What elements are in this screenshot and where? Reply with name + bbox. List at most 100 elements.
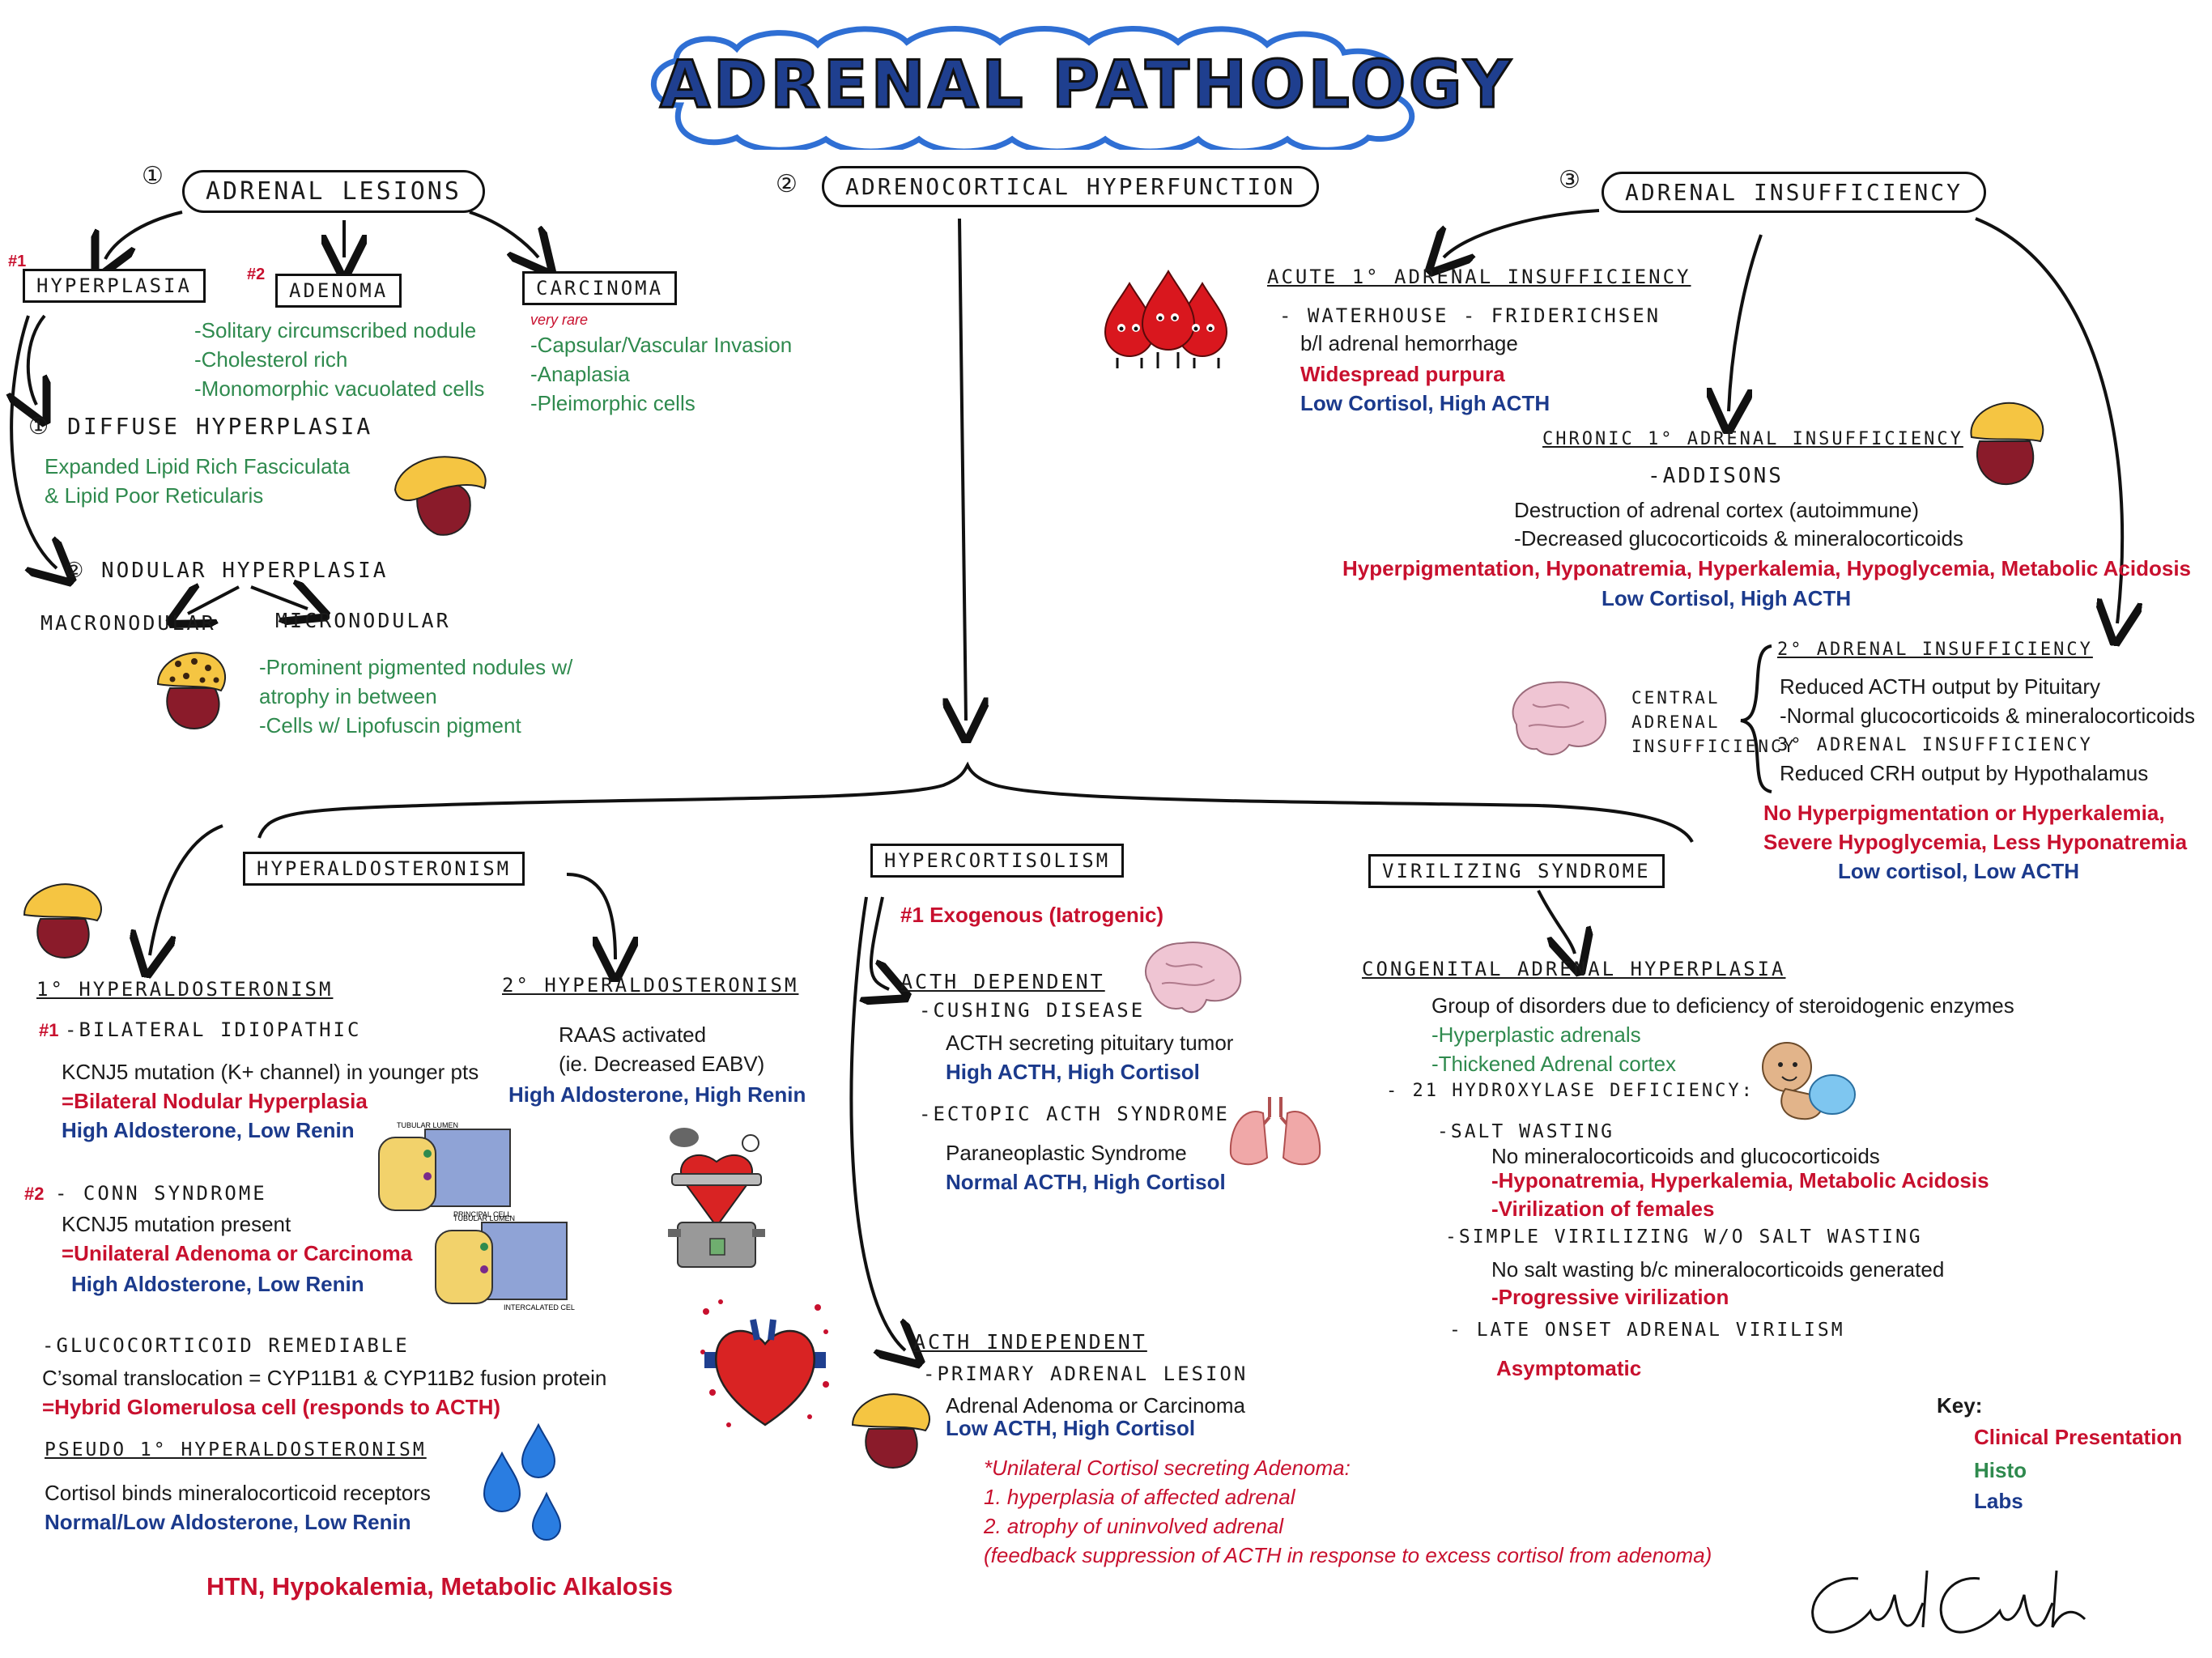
salt-wasting-label: -SALT WASTING	[1437, 1121, 1615, 1142]
principal-cell-label: PRINCIPAL CELL	[453, 1210, 512, 1218]
salt-text-3: -Virilization of females	[1491, 1197, 1715, 1221]
section2-number: ②	[776, 171, 798, 198]
bilateral-text-3: High Aldosterone, Low Renin	[62, 1118, 355, 1142]
ectopic-acth-label: -ECTOPIC ACTH SYNDROME	[919, 1103, 1230, 1125]
bilateral-tag: #1	[39, 1020, 59, 1040]
micronodular-label: MICRONODULAR	[275, 609, 451, 632]
adenoma-note-1: *Unilateral Cortisol secreting Adenoma:	[984, 1456, 1351, 1480]
section2-heading: ADRENOCORTICAL HYPERFUNCTION	[822, 166, 1320, 207]
nodular-histo-3: -Cells w/ Lipofuscin pigment	[259, 713, 521, 738]
nodular-hyperplasia-label: ② NODULAR HYPERPLASIA	[65, 559, 389, 583]
central-label-3: INSUFFICIENCY	[1631, 737, 1797, 756]
secondary-insuff-text-2: -Normal glucocorticoids & mineralocortic…	[1780, 704, 2195, 728]
adenoma-box: ADENOMA	[275, 274, 402, 308]
simple-virilizing-label: -SIMPLE VIRILIZING W/O SALT WASTING	[1445, 1226, 1923, 1248]
secondary-hyperaldo-label: 2° HYPERALDOSTERONISM	[502, 974, 799, 997]
title-cloud	[651, 26, 1415, 150]
adrenal-gland-icon-3	[851, 1393, 930, 1469]
macronodular-label: MACRONODULAR	[40, 611, 216, 635]
diffuse-histo-1: Expanded Lipid Rich Fasciculata	[45, 454, 351, 478]
adrenal-gland-icon-4	[1970, 402, 2044, 486]
cushing-text-2: High ACTH, High Cortisol	[946, 1060, 1200, 1084]
blood-drops-icon	[1104, 270, 1228, 368]
hypercortisolism-box: HYPERCORTISOLISM	[870, 844, 1125, 878]
baby-icon	[1762, 1042, 1856, 1120]
bilateral-text-2: =Bilateral Nodular Hyperplasia	[62, 1089, 368, 1113]
conn-text-3: High Aldosterone, Low Renin	[71, 1272, 364, 1296]
intercalated-cell-icon: TUBULAR LUMEN INTERCALATED CELL	[435, 1214, 575, 1312]
central-label-2: ADRENAL	[1631, 712, 1721, 732]
waterhouse-label: - WATERHOUSE - FRIDERICHSEN	[1279, 304, 1661, 327]
adenoma-tag: #2	[247, 266, 266, 283]
secondary-insuff-text-1: Reduced ACTH output by Pituitary	[1780, 674, 2100, 699]
ectopic-text-2: Normal ACTH, High Cortisol	[946, 1170, 1226, 1194]
carcinoma-histo-3: -Pleimorphic cells	[530, 391, 696, 415]
nodular-adrenal-icon	[156, 652, 226, 730]
tertiary-insufficiency-label: 3° ADRENAL INSUFFICIENCY	[1777, 735, 2093, 755]
adenoma-histo-1: -Solitary circumscribed nodule	[194, 318, 477, 342]
primary-adrenal-lesion-label: -PRIMARY ADRENAL LESION	[923, 1363, 1249, 1385]
chronic-text-1: Destruction of adrenal cortex (autoimmun…	[1514, 498, 1920, 522]
central-clinical-2: Severe Hypoglycemia, Less Hyponatremia	[1763, 830, 2188, 854]
primary-hyperaldo-label: 1° HYPERALDOSTERONISM	[36, 978, 334, 1001]
tertiary-insuff-text-1: Reduced CRH output by Hypothalamus	[1780, 761, 2149, 785]
cah-label: CONGENITAL ADRENAL HYPERPLASIA	[1362, 958, 1786, 980]
lungs-icon	[1229, 1097, 1321, 1166]
conn-text-1: KCNJ5 mutation present	[62, 1212, 291, 1236]
chronic-insufficiency-label: CHRONIC 1° ADRENAL INSUFFICIENCY	[1542, 429, 1963, 449]
diffuse-histo-2: & Lipid Poor Reticularis	[45, 483, 264, 508]
adrenal-gland-icon	[393, 456, 487, 536]
conn-text-2: =Unilateral Adenoma or Carcinoma	[62, 1241, 413, 1265]
tubular-lumen-label-1: TUBULAR LUMEN	[397, 1121, 458, 1129]
late-onset-text: Asymptomatic	[1496, 1356, 1642, 1380]
adrenal-gland-icon-2	[23, 883, 102, 959]
pseudo-text-1: Cortisol binds mineralocorticoid recepto…	[45, 1481, 431, 1505]
addisons-label: -ADDISONS	[1648, 464, 1784, 488]
section1-number: ①	[142, 163, 164, 189]
section3-number: ③	[1559, 167, 1580, 193]
intercalated-cell-label: INTERCALATED CELL	[504, 1303, 575, 1312]
adenoma-histo-3: -Monomorphic vacuolated cells	[194, 376, 485, 401]
conn-syndrome-label: - CONN SYNDROME	[55, 1182, 267, 1205]
section1-heading: ADRENAL LESIONS	[182, 170, 485, 213]
pal-text-1: Adrenal Adenoma or Carcinoma	[946, 1393, 1245, 1418]
water-drops-icon	[483, 1422, 562, 1541]
section3-heading: ADRENAL INSUFFICIENCY	[1602, 172, 1987, 213]
page-title: ADRENAL PATHOLOGY	[659, 46, 1514, 124]
secondary-text-3: High Aldosterone, High Renin	[508, 1082, 806, 1107]
simple-text-1: No salt wasting b/c mineralocorticoids g…	[1491, 1257, 1945, 1282]
adenoma-note-2: 1. hyperplasia of affected adrenal	[984, 1485, 1295, 1509]
acute-text-2: Widespread purpura	[1300, 362, 1505, 386]
hydroxylase-deficiency-label: - 21 HYDROXYLASE DEFICIENCY:	[1386, 1081, 1755, 1101]
sick-heart-icon	[700, 1299, 829, 1427]
cah-text-2: -Hyperplastic adrenals	[1431, 1022, 1641, 1047]
adenoma-note-4: (feedback suppression of ACTH in respons…	[984, 1543, 1712, 1567]
acute-text-1: b/l adrenal hemorrhage	[1300, 331, 1518, 355]
salt-text-1: No mineralocorticoids and glucocorticoid…	[1491, 1144, 1880, 1168]
acute-insufficiency-label: ACUTE 1° ADRENAL INSUFFICIENCY	[1267, 266, 1691, 288]
exogenous-text: #1 Exogenous (Iatrogenic)	[900, 903, 1164, 927]
nodular-histo-1: -Prominent pigmented nodules w/	[259, 655, 573, 679]
glucocorticoid-text-2: =Hybrid Glomerulosa cell (responds to AC…	[42, 1395, 501, 1419]
nodular-histo-2: atrophy in between	[259, 684, 437, 708]
hyperplasia-box: HYPERPLASIA	[23, 269, 206, 303]
pseudo-text-2: Normal/Low Aldosterone, Low Renin	[45, 1510, 411, 1534]
bilateral-text-1: KCNJ5 mutation (K+ channel) in younger p…	[62, 1060, 479, 1084]
hyperplasia-tag: #1	[8, 253, 27, 270]
bilateral-idiopathic-label: -BILATERAL IDIOPATHIC	[65, 1018, 362, 1041]
ectopic-text-1: Paraneoplastic Syndrome	[946, 1141, 1187, 1165]
virilizing-syndrome-box: VIRILIZING SYNDROME	[1368, 854, 1665, 888]
late-onset-label: - LATE ONSET ADRENAL VIRILISM	[1449, 1320, 1845, 1341]
cah-text-1: Group of disorders due to deficiency of …	[1431, 993, 2014, 1018]
brain-icon-2	[1512, 681, 1607, 755]
key-labs: Labs	[1974, 1489, 2023, 1513]
salt-text-2: -Hyponatremia, Hyperkalemia, Metabolic A…	[1491, 1168, 1989, 1192]
signature-icon	[1811, 1570, 2087, 1634]
central-label-1: CENTRAL	[1631, 688, 1721, 708]
secondary-text-2: (ie. Decreased EABV)	[559, 1052, 765, 1076]
central-clinical-1: No Hyperpigmentation or Hyperkalemia,	[1763, 801, 2165, 825]
diffuse-hyperplasia-label: ① DIFFUSE HYPERPLASIA	[28, 413, 373, 440]
acth-dependent-label: ACTH DEPENDENT	[900, 970, 1105, 993]
hyperaldo-clinical: HTN, Hypokalemia, Metabolic Alkalosis	[206, 1572, 673, 1601]
